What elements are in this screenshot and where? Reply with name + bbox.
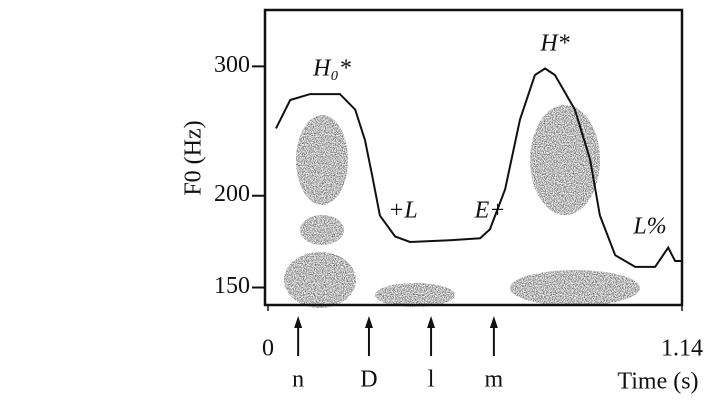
spectrogram <box>284 105 640 308</box>
arrow-head <box>489 316 498 328</box>
annotation: +L <box>388 198 418 224</box>
x-tick-label: 0 <box>262 336 274 362</box>
f0-contour <box>275 67 682 268</box>
arrow-head <box>294 316 303 328</box>
y-axis-label: F0 (Hz) <box>181 120 207 195</box>
y-tick-label: 150 <box>214 273 250 299</box>
arrow-head <box>364 316 373 328</box>
annotation: L% <box>632 214 666 240</box>
segment-label: D <box>360 367 377 393</box>
segment-label: m <box>485 367 504 393</box>
annotation: H* <box>539 31 569 57</box>
y-tick-label: 200 <box>214 181 250 207</box>
annotation: H₀* <box>312 56 351 82</box>
segment-label: n <box>292 367 304 393</box>
y-tick-label: 300 <box>214 52 250 78</box>
x-tick-label: 1.14 <box>661 336 703 362</box>
segment-label: l <box>428 367 435 393</box>
annotation: E+ <box>474 198 506 224</box>
x-axis-label: Time (s) <box>617 369 698 395</box>
arrow-head <box>427 316 436 328</box>
plot-frame <box>263 8 684 307</box>
